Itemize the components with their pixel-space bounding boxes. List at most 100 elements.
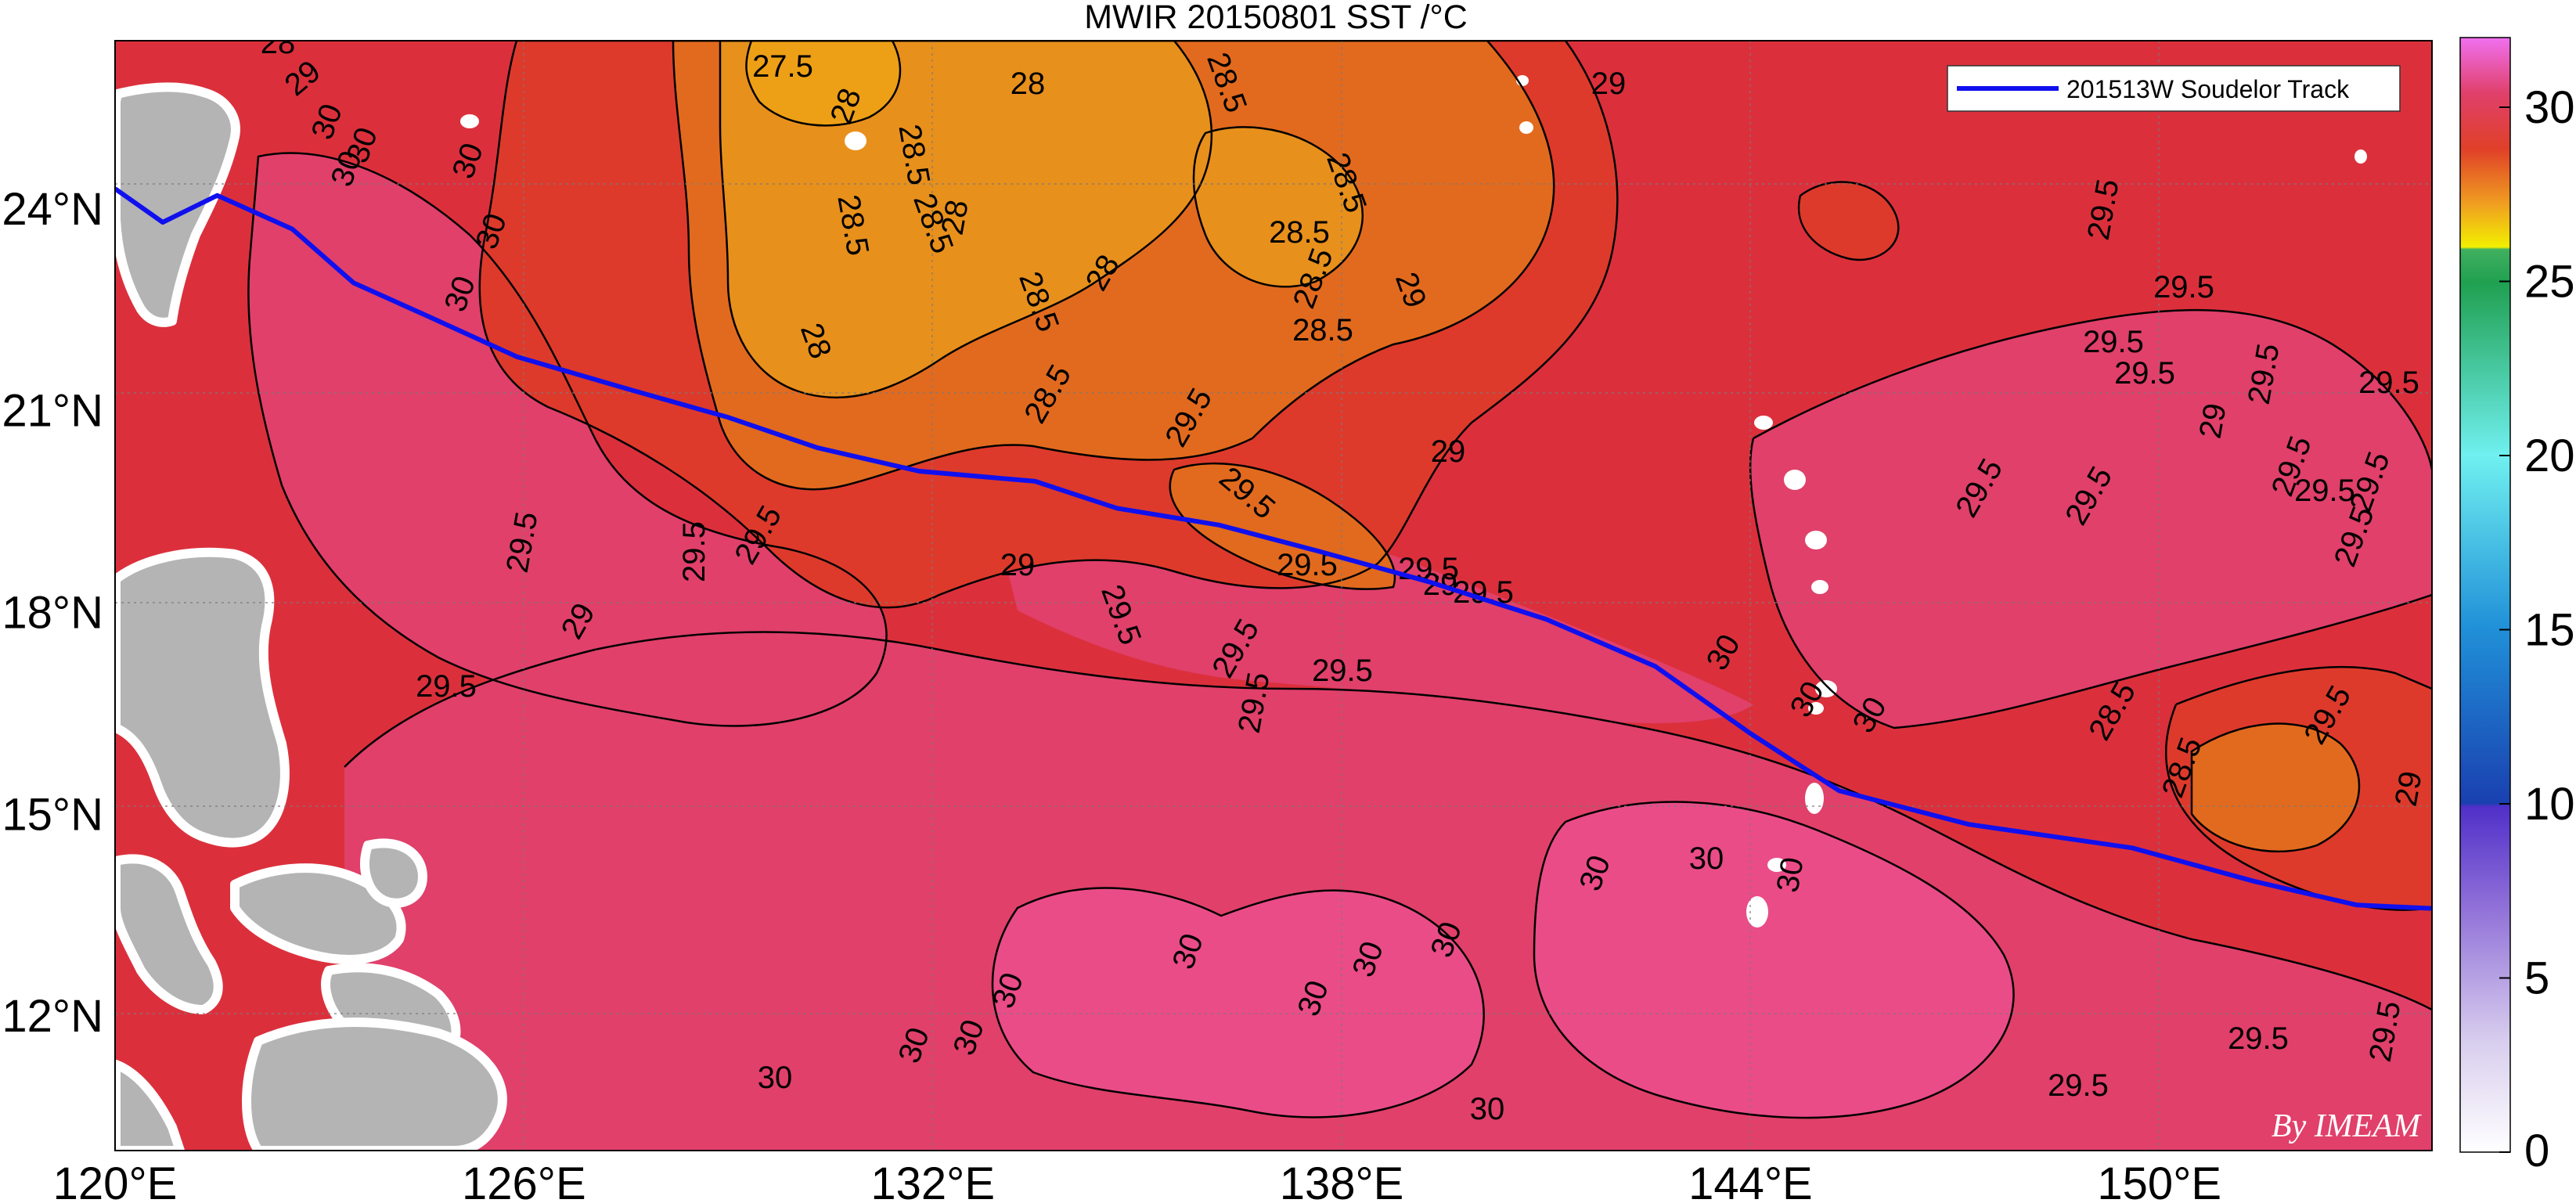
land-taiwan bbox=[115, 82, 240, 327]
contour-label: 28 bbox=[1011, 67, 1046, 101]
colorbar-ticks: 30 25 20 15 10 5 0 bbox=[2499, 82, 2575, 1176]
land-luzon bbox=[115, 547, 290, 848]
contour-label: 29 bbox=[1431, 434, 1466, 469]
contour-label: 30 bbox=[1470, 1092, 1505, 1126]
y-axis-ticks: 24°N 21°N 18°N 15°N 12°N bbox=[2, 184, 103, 1042]
land-palawan bbox=[115, 1060, 185, 1151]
contour-label: 29.5 bbox=[2083, 325, 2144, 359]
sst-region-30f bbox=[1534, 801, 2014, 1118]
gridlines bbox=[115, 41, 2432, 1151]
sst-region-28b bbox=[1194, 127, 1363, 287]
contour-label: 29.5 bbox=[2228, 1021, 2289, 1056]
y-tick-label: 15°N bbox=[2, 789, 103, 840]
land-visayas-1 bbox=[230, 863, 406, 964]
contour-label: 29 bbox=[2193, 401, 2233, 441]
y-tick-label: 21°N bbox=[2, 386, 103, 437]
legend-label: 201513W Soudelor Track bbox=[2066, 75, 2350, 103]
contour-label: 28.5 bbox=[1269, 215, 1330, 250]
sst-region-27-5 bbox=[746, 41, 900, 126]
typhoon-track-line bbox=[115, 186, 2432, 911]
contour-line bbox=[672, 41, 1555, 491]
sst-region-30e bbox=[992, 888, 1484, 1118]
land-luzon-south bbox=[115, 854, 223, 1014]
contour-label: 30 bbox=[1771, 855, 1810, 895]
x-tick-label: 138°E bbox=[1280, 1158, 1404, 1203]
land-samar bbox=[360, 838, 427, 908]
spot bbox=[845, 131, 866, 150]
x-tick-label: 120°E bbox=[53, 1158, 178, 1203]
contour-label: 29.5 bbox=[1312, 654, 1373, 688]
legend: 201513W Soudelor Track bbox=[1947, 65, 2401, 112]
contour-label: 29.5 bbox=[2358, 366, 2419, 400]
contour-label: 29.5 bbox=[2294, 474, 2355, 508]
map-frame bbox=[114, 40, 2433, 1151]
spot bbox=[1767, 858, 1786, 872]
contour-label: 29.5 bbox=[2153, 270, 2214, 304]
x-axis-ticks: 120°E 126°E 132°E 138°E 144°E 150°E bbox=[53, 1158, 2221, 1203]
spot bbox=[1805, 783, 1824, 814]
spot bbox=[2354, 149, 2367, 164]
colorbar-tick-label: 0 bbox=[2524, 1126, 2549, 1176]
colorbar-tick-label: 15 bbox=[2524, 605, 2575, 656]
x-tick-label: 150°E bbox=[2097, 1158, 2221, 1203]
spot bbox=[460, 114, 479, 128]
colorbar-tick-label: 10 bbox=[2524, 779, 2575, 830]
contour-label: 28 bbox=[261, 26, 296, 60]
contour-line bbox=[2190, 722, 2361, 853]
sst-region-28-5c bbox=[2192, 723, 2359, 852]
contour-label: 29.5 bbox=[2048, 1068, 2109, 1103]
contour-line bbox=[1169, 462, 1396, 590]
spot bbox=[1784, 470, 1806, 490]
spot bbox=[1754, 416, 1773, 430]
contour-line bbox=[478, 41, 1619, 609]
sst-region-30b bbox=[248, 153, 887, 726]
contour-line bbox=[1797, 181, 1900, 261]
colorbar-tick-label: 25 bbox=[2524, 257, 2575, 308]
colorbar: 30 25 20 15 10 5 0 bbox=[2459, 37, 2575, 1176]
watermark: By IMEAM bbox=[2272, 1108, 2422, 1144]
sst-region-30d bbox=[1750, 310, 2432, 728]
map-title: MWIR 20150801 SST /°C bbox=[1084, 0, 1468, 36]
contour-label: 29 bbox=[1591, 67, 1627, 101]
contour-lines bbox=[247, 41, 2432, 1119]
contour-label: 27.5 bbox=[752, 49, 813, 84]
contour-line bbox=[1533, 801, 2015, 1119]
x-tick-label: 126°E bbox=[462, 1158, 586, 1203]
sst-region-29-patch bbox=[1799, 182, 1899, 260]
contour-label: 29 bbox=[2389, 769, 2429, 809]
colorbar-tick-label: 5 bbox=[2524, 953, 2549, 1004]
contour-label: 28.5 bbox=[1292, 313, 1353, 348]
colorbar-tick-label: 30 bbox=[2524, 82, 2575, 133]
contour-line bbox=[719, 41, 1213, 399]
contour-line bbox=[247, 152, 888, 727]
y-tick-label: 24°N bbox=[2, 184, 103, 235]
contour-label: 29.5 bbox=[677, 521, 712, 582]
contour-label: 30 bbox=[758, 1061, 793, 1095]
land bbox=[115, 82, 507, 1151]
contour-label: 29.5 bbox=[2114, 356, 2175, 391]
spot bbox=[1811, 580, 1828, 594]
contour-label: 28 bbox=[935, 197, 975, 237]
spot bbox=[1808, 702, 1824, 715]
sst-region-28 bbox=[720, 41, 1212, 398]
spot bbox=[1519, 121, 1533, 134]
contour-line bbox=[1192, 126, 1364, 288]
y-tick-label: 12°N bbox=[2, 991, 103, 1042]
colorbar-gradient bbox=[2459, 37, 2511, 1153]
contour-line bbox=[745, 41, 902, 127]
x-tick-label: 144°E bbox=[1688, 1158, 1813, 1203]
land-mindanao bbox=[242, 1018, 507, 1151]
contour-line bbox=[344, 631, 2432, 1011]
masked-spots bbox=[460, 75, 2367, 927]
y-tick-label: 18°N bbox=[2, 587, 103, 638]
contour-line bbox=[991, 887, 1485, 1118]
spot bbox=[1746, 896, 1768, 927]
x-tick-label: 132°E bbox=[870, 1158, 995, 1203]
spot bbox=[1815, 680, 1837, 697]
spot bbox=[1805, 531, 1827, 549]
contour-label: 29.5 bbox=[416, 669, 477, 704]
contour-label: 30 bbox=[1689, 841, 1724, 876]
colorbar-tick-label: 20 bbox=[2524, 430, 2575, 481]
